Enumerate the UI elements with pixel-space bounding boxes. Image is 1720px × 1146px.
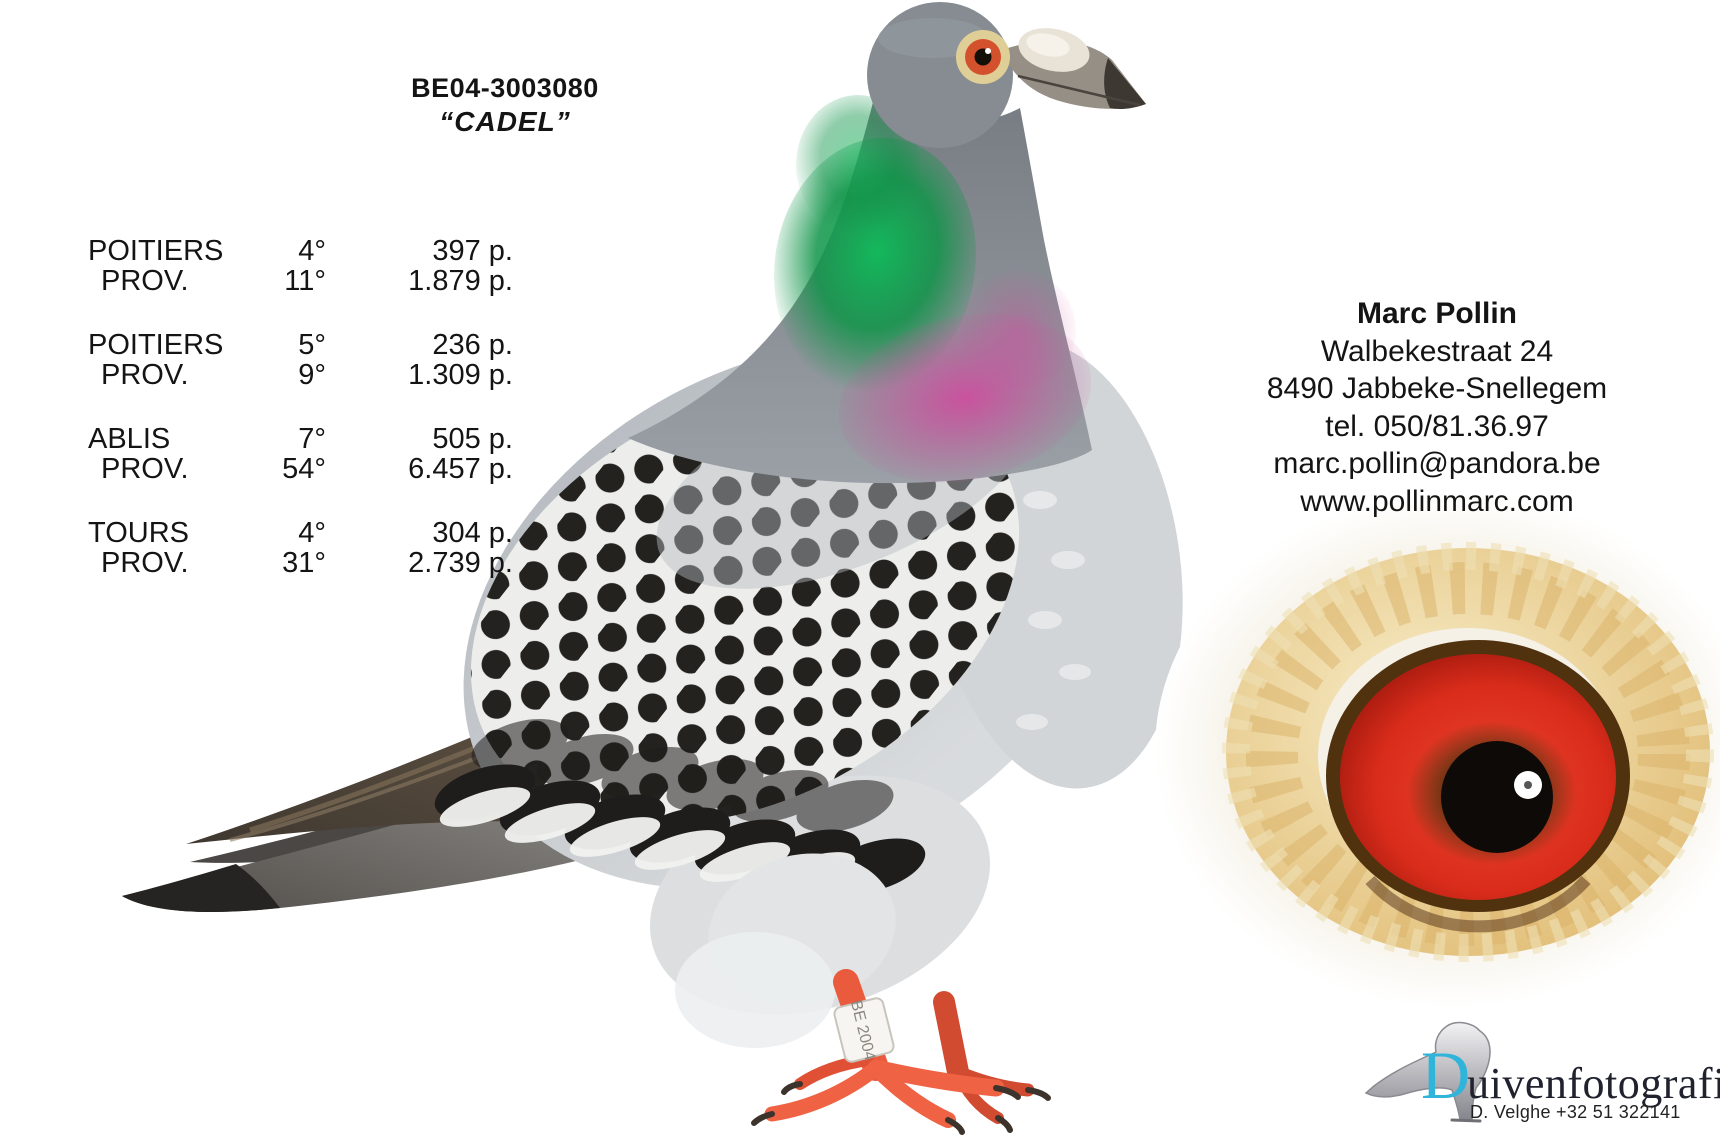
prov-label: PROV. [101, 547, 189, 579]
owner-contact-block: Marc Pollin Walbekestraat 24 8490 Jabbek… [1187, 295, 1687, 520]
logo-initial: D [1421, 1037, 1471, 1113]
race-points: 505 p. [432, 423, 513, 455]
bird-name: “CADEL” [439, 106, 571, 137]
prov-place: 11° [284, 265, 326, 297]
owner-city: 8490 Jabbeke-Snellegem [1266, 372, 1608, 405]
logo-pigeon-silhouette [1364, 1021, 1491, 1123]
race-name: POITIERS [88, 235, 224, 267]
prov-points: 1.309 p. [408, 359, 513, 391]
leg-band: BE 2004 [833, 997, 895, 1063]
race-place: 5° [298, 329, 326, 361]
eye-closeup-illustration [1155, 492, 1720, 1008]
prov-place: 9° [298, 359, 326, 391]
result-group: POITIERS 4° 397 p. PROV. 11° 1.879 p. [88, 236, 513, 296]
race-name: POITIERS [88, 329, 224, 361]
race-points: 236 p. [432, 329, 513, 361]
race-points: 304 p. [432, 517, 513, 549]
title-block: BE04-3003080 “CADEL” [355, 71, 655, 139]
photographer-credit: D. Velghe +32 51 322141 [1470, 1102, 1681, 1122]
race-place: 4° [298, 235, 326, 267]
owner-website: www.pollinmarc.com [1300, 484, 1574, 518]
pigeon-legs: BE 2004 [675, 853, 1051, 1135]
prov-points: 2.739 p. [408, 547, 513, 579]
race-points: 397 p. [432, 235, 513, 267]
result-group: ABLIS 7° 505 p. PROV. 54° 6.457 p. [88, 424, 513, 484]
ring-number-title: BE04-3003080 [411, 73, 599, 103]
result-group: TOURS 4° 304 p. PROV. 31° 2.739 p. [88, 518, 513, 578]
pigeon-head [867, 2, 1146, 148]
prov-points: 1.879 p. [408, 265, 513, 297]
owner-street: Walbekestraat 24 [1320, 334, 1554, 368]
prov-label: PROV. [101, 359, 189, 391]
owner-phone: tel. 050/81.36.97 [1325, 409, 1549, 443]
prov-label: PROV. [101, 453, 189, 485]
pigeon-eye [956, 30, 1010, 84]
race-name: TOURS [88, 517, 189, 549]
eye-pupil [1441, 741, 1553, 853]
prov-place: 31° [282, 547, 326, 579]
owner-name: Marc Pollin [1356, 297, 1518, 330]
logo-rest: uivenfotografie [1467, 1059, 1720, 1108]
photographer-logo-wordmark: Duivenfotografie [1421, 1036, 1720, 1115]
prov-label: PROV. [101, 265, 189, 297]
prov-points: 6.457 p. [408, 453, 513, 485]
results-table: POITIERS 4° 397 p. PROV. 11° 1.879 p. PO… [88, 236, 513, 612]
race-place: 4° [298, 517, 326, 549]
breast-speckles [1016, 491, 1091, 730]
owner-email: marc.pollin@pandora.be [1273, 447, 1601, 480]
pigeon-body-illustration: BE 2004 [122, 2, 1183, 1135]
race-place: 7° [298, 423, 326, 455]
result-group: POITIERS 5° 236 p. PROV. 9° 1.309 p. [88, 330, 513, 390]
prov-place: 54° [282, 453, 326, 485]
race-name: ABLIS [88, 423, 171, 455]
